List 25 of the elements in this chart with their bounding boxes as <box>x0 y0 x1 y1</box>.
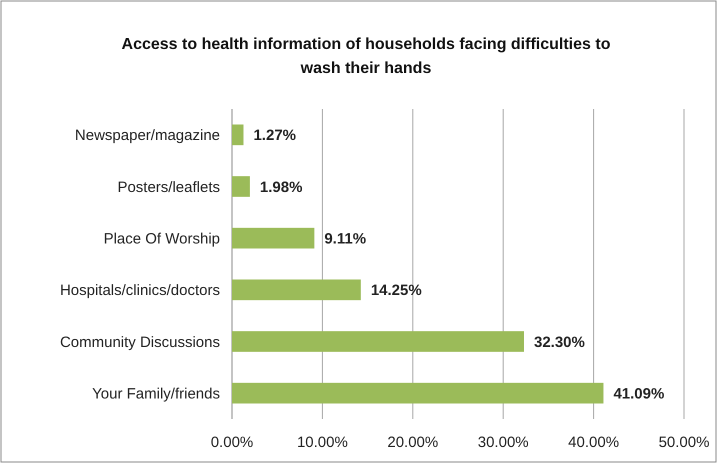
x-tick-label: 50.00% <box>658 434 710 451</box>
chart-title: Access to health information of households facing difficulties to wash their hands <box>122 36 611 77</box>
x-tick-label: 20.00% <box>387 434 438 451</box>
y-tick-label: Hospitals/clinics/doctors <box>60 282 220 300</box>
data-label: 32.30% <box>534 334 585 351</box>
y-tick-label: Community Discussions <box>60 334 220 351</box>
bar <box>232 176 250 197</box>
x-tick-label: 0.00% <box>210 434 254 451</box>
y-tick-label: Your Family/friends <box>92 385 220 402</box>
bar <box>232 124 244 146</box>
x-tick-label: 40.00% <box>568 434 620 451</box>
y-tick-label: Posters/leaflets <box>117 178 220 196</box>
bar <box>232 280 361 300</box>
data-label: 1.98% <box>260 178 302 196</box>
bar <box>232 331 524 352</box>
data-label: 14.25% <box>370 282 422 300</box>
bar <box>232 382 604 404</box>
data-label: 41.09% <box>613 385 664 402</box>
data-label: 9.11% <box>324 230 366 248</box>
y-tick-label: Place Of Worship <box>104 230 220 248</box>
bar <box>232 228 314 248</box>
y-tick-label: Newspaper/magazine <box>74 127 220 144</box>
x-tick-label: 30.00% <box>478 434 529 451</box>
x-tick-label: 10.00% <box>296 434 348 451</box>
data-label: 1.27% <box>253 127 296 144</box>
